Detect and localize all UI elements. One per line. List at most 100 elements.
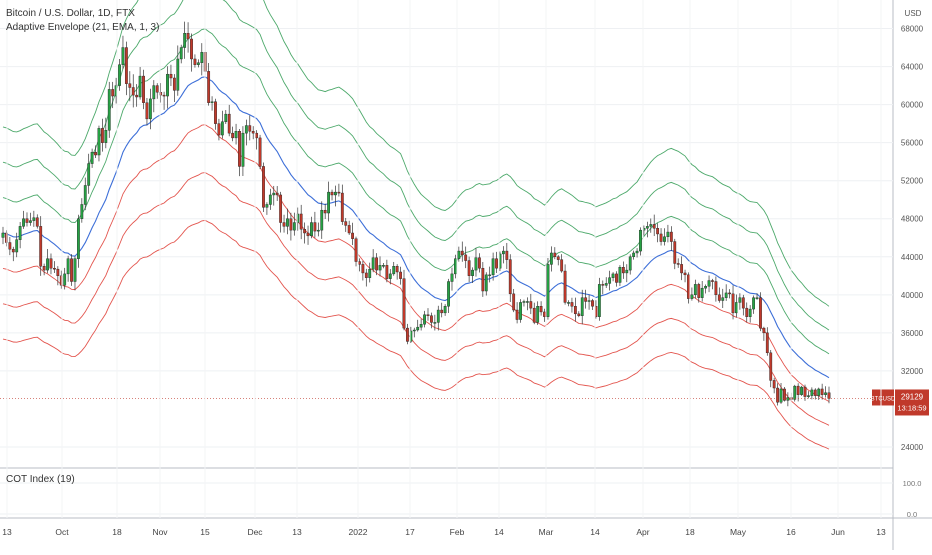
candle-body <box>505 250 509 260</box>
candle-body <box>522 301 526 303</box>
candle-body <box>460 250 464 256</box>
candle-body <box>570 302 574 307</box>
candle-body <box>687 274 690 299</box>
candle-body <box>330 191 334 196</box>
candle-body <box>234 131 238 139</box>
time-tick-label: Nov <box>152 527 168 537</box>
symbol-badge <box>872 389 894 406</box>
candle-body <box>142 75 145 103</box>
candle-body <box>762 327 766 334</box>
candle-body <box>772 380 776 389</box>
candle-body <box>755 297 759 299</box>
candle-body <box>289 218 293 231</box>
candle-body <box>378 265 382 271</box>
candle-body <box>107 89 111 131</box>
candle-body <box>347 225 351 234</box>
candle-body <box>464 254 468 261</box>
time-tick-label: 2022 <box>349 527 368 537</box>
candle-body <box>615 273 618 283</box>
last-price-badge <box>895 389 929 416</box>
candle-body <box>700 287 704 298</box>
candle-body <box>553 252 557 257</box>
candle-body <box>573 306 577 315</box>
candle-body <box>179 47 183 60</box>
candle-body <box>272 192 276 196</box>
candle-body <box>628 256 632 271</box>
candle-body <box>587 300 591 302</box>
candle-body <box>299 213 303 230</box>
candle-body <box>176 58 180 91</box>
candle-body <box>817 388 821 396</box>
lower-band-2 <box>2 172 830 426</box>
candle-body <box>392 266 396 275</box>
price-tick-label: 64000 <box>901 63 924 72</box>
candle-body <box>645 226 649 229</box>
candle-body <box>320 209 324 231</box>
candle-body <box>262 166 265 208</box>
candle-body <box>827 392 831 399</box>
candle-body <box>310 222 313 237</box>
candle-body <box>395 266 399 273</box>
candle-body <box>515 309 519 320</box>
candle-body <box>752 297 755 310</box>
candle-body <box>388 273 392 279</box>
time-tick-label: 17 <box>405 527 415 537</box>
countdown-value: 13:18:59 <box>897 403 926 412</box>
candle-body <box>591 300 594 307</box>
candle-body <box>731 293 735 314</box>
candle-body <box>22 218 25 227</box>
time-tick-label: 16 <box>786 527 796 537</box>
price-tick-label: 24000 <box>901 443 924 452</box>
candle-body <box>745 307 749 317</box>
candle-body <box>416 326 420 331</box>
candle-body <box>94 151 97 156</box>
candle-body <box>611 273 615 278</box>
candle-body <box>323 209 327 214</box>
candle-body <box>488 274 492 277</box>
candle-body <box>639 229 642 252</box>
candle-body <box>306 232 310 237</box>
candle-body <box>385 265 389 279</box>
time-tick-label: 14 <box>590 527 600 537</box>
candle-body <box>707 280 711 287</box>
candle-body <box>560 259 564 272</box>
candle-body <box>135 94 139 98</box>
candle-body <box>467 260 471 276</box>
candle-body <box>604 283 608 286</box>
candle-body <box>824 392 827 395</box>
candle-body <box>32 217 36 221</box>
candle-body <box>183 33 187 48</box>
candle-body <box>659 233 663 242</box>
candle-body <box>148 98 152 120</box>
candle-body <box>430 315 433 323</box>
candle-body <box>251 131 255 134</box>
candle-body <box>15 239 19 253</box>
candle-body <box>532 307 536 323</box>
candle-body <box>783 388 786 401</box>
candle-body <box>152 85 156 100</box>
candle-body <box>227 113 231 134</box>
candle-body <box>327 191 331 214</box>
price-tick-label: 56000 <box>901 139 924 148</box>
candle-body <box>738 297 742 303</box>
candle-body <box>265 204 269 208</box>
candle-body <box>423 314 426 325</box>
candle-body <box>426 314 430 316</box>
candle-body <box>471 269 474 276</box>
candle-body <box>244 125 248 134</box>
candle-body <box>337 191 341 194</box>
candle-body <box>313 222 317 232</box>
price-tick-label: 68000 <box>901 25 924 34</box>
candle-body <box>364 272 368 278</box>
candle-body <box>80 204 84 219</box>
candle-body <box>491 258 495 276</box>
candle-body <box>66 258 70 275</box>
candle-body <box>100 128 104 143</box>
candle-body <box>580 297 584 316</box>
candle-body <box>25 218 29 223</box>
time-tick-label: 13 <box>2 527 12 537</box>
candle-body <box>529 301 533 309</box>
candle-body <box>693 284 697 296</box>
